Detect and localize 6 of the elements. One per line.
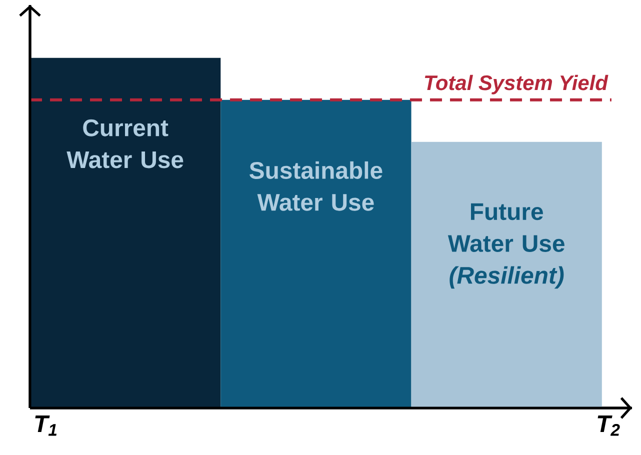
- text: T$_{1}$: [35, 416, 57, 436]
- text: T$_{2}$: [598, 416, 620, 436]
- x-tick-label: Current Water Use: [66, 119, 184, 168]
- ref-line-label: Total System Yield: [424, 74, 608, 94]
- x-tick-label: Future Water Use (Resilient): [448, 203, 564, 289]
- x-tick-label: Sustainable Water Use: [250, 161, 382, 211]
